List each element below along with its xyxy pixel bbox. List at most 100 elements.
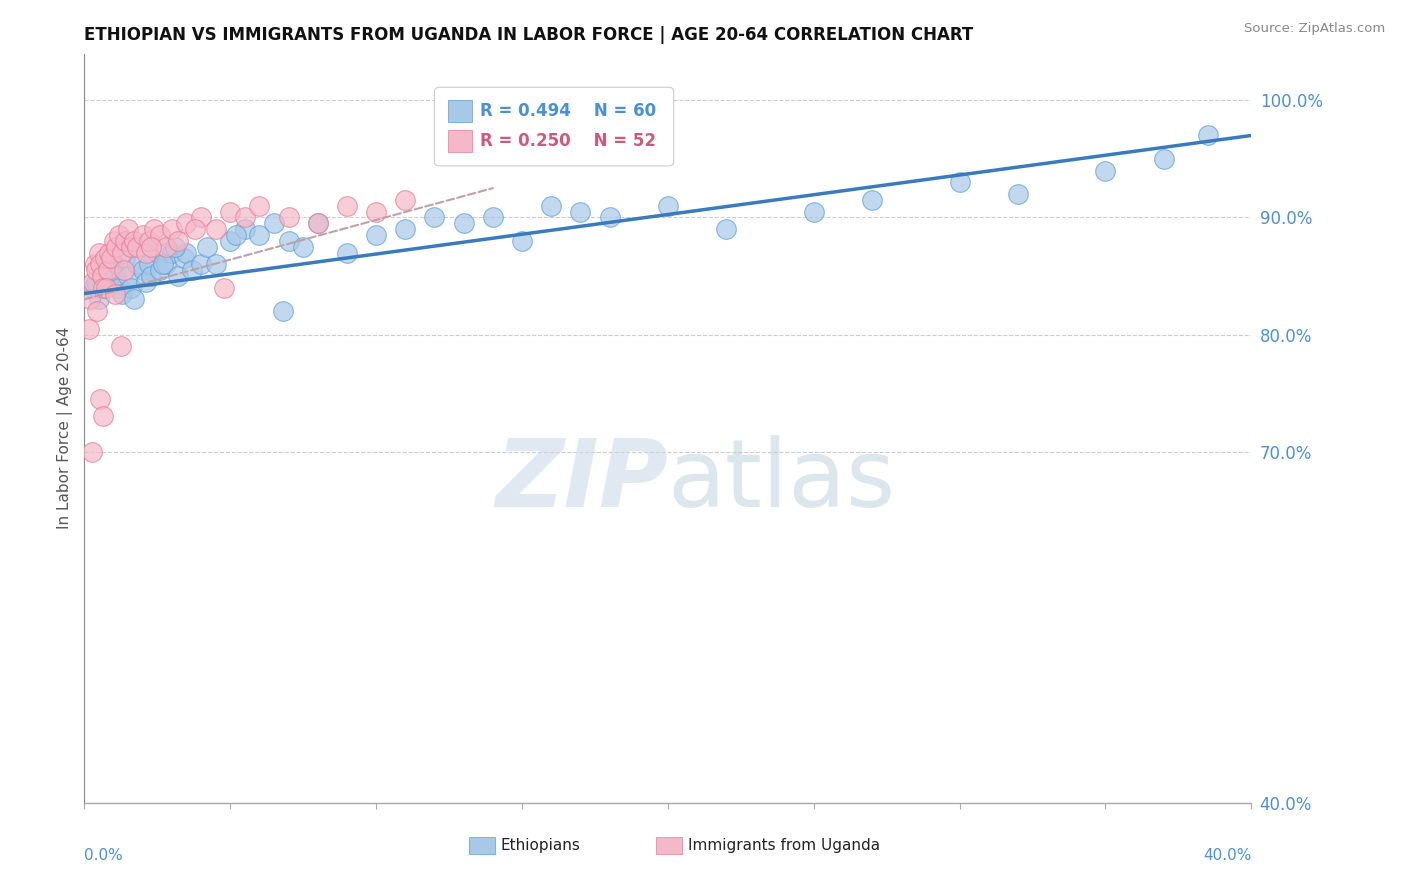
Point [482, 211, 505, 225]
Point [117, 222, 139, 236]
Point [91, 409, 114, 424]
Point [100, 252, 122, 266]
Point [149, 227, 172, 242]
FancyBboxPatch shape [449, 100, 472, 122]
Point [108, 227, 131, 242]
Point [190, 257, 212, 271]
Point [104, 286, 127, 301]
Point [82, 275, 104, 289]
Point [716, 222, 738, 236]
Point [1007, 187, 1029, 202]
Point [79, 293, 101, 307]
Point [160, 245, 183, 260]
Text: Source: ZipAtlas.com: Source: ZipAtlas.com [1244, 22, 1385, 36]
Point [138, 234, 160, 248]
FancyBboxPatch shape [434, 87, 673, 166]
Point [84, 263, 107, 277]
Point [155, 240, 177, 254]
Point [204, 222, 226, 236]
Point [77, 321, 100, 335]
Point [146, 245, 169, 260]
Point [117, 268, 139, 283]
Point [657, 199, 679, 213]
Point [1153, 152, 1175, 166]
Point [173, 252, 195, 266]
Point [97, 263, 120, 277]
Point [423, 211, 446, 225]
Point [307, 216, 329, 230]
Point [135, 275, 157, 289]
Point [89, 392, 111, 406]
Point [91, 281, 114, 295]
Point [112, 263, 135, 277]
Point [277, 234, 299, 248]
Point [176, 216, 198, 230]
FancyBboxPatch shape [470, 838, 495, 854]
Point [1197, 128, 1219, 143]
Point [292, 240, 315, 254]
Point [98, 245, 121, 260]
Point [394, 193, 416, 207]
Point [138, 257, 160, 271]
Point [89, 257, 111, 271]
Point [125, 257, 148, 271]
Point [599, 211, 621, 225]
Point [122, 293, 145, 307]
Point [87, 293, 110, 307]
Point [120, 281, 142, 295]
Point [94, 263, 117, 277]
Point [155, 257, 177, 271]
Point [195, 240, 218, 254]
Point [141, 240, 163, 254]
Point [184, 222, 207, 236]
Point [214, 281, 236, 295]
Text: 40.0%: 40.0% [1204, 847, 1251, 863]
FancyBboxPatch shape [657, 838, 682, 854]
FancyBboxPatch shape [449, 130, 472, 153]
Point [94, 252, 117, 266]
Point [103, 257, 125, 271]
Y-axis label: In Labor Force | Age 20-64: In Labor Force | Age 20-64 [58, 327, 73, 529]
Point [307, 216, 329, 230]
Point [132, 263, 155, 277]
Point [190, 211, 212, 225]
Point [86, 304, 108, 318]
Point [166, 268, 188, 283]
Point [80, 444, 103, 458]
Text: Immigrants from Uganda: Immigrants from Uganda [688, 838, 880, 853]
Point [110, 339, 132, 353]
Point [233, 211, 256, 225]
Point [111, 245, 134, 260]
Text: ZIP: ZIP [495, 434, 668, 526]
Text: R = 0.250    N = 52: R = 0.250 N = 52 [479, 132, 657, 150]
Point [97, 275, 120, 289]
Point [83, 257, 105, 271]
Point [277, 211, 299, 225]
Point [125, 240, 148, 254]
Point [82, 281, 104, 295]
Point [249, 227, 271, 242]
Point [336, 199, 359, 213]
Point [96, 281, 118, 295]
Point [366, 227, 388, 242]
Point [84, 275, 107, 289]
Point [135, 245, 157, 260]
Point [219, 204, 242, 219]
Point [114, 252, 136, 266]
Point [143, 222, 166, 236]
Point [366, 204, 388, 219]
Point [90, 268, 112, 283]
Text: atlas: atlas [668, 434, 896, 526]
Point [122, 234, 145, 248]
Point [176, 245, 198, 260]
Point [453, 216, 475, 230]
Point [510, 234, 533, 248]
Point [132, 227, 155, 242]
Point [141, 268, 163, 283]
Point [860, 193, 883, 207]
Point [219, 234, 242, 248]
Point [166, 234, 188, 248]
Point [225, 227, 247, 242]
Point [90, 268, 112, 283]
Point [181, 263, 204, 277]
